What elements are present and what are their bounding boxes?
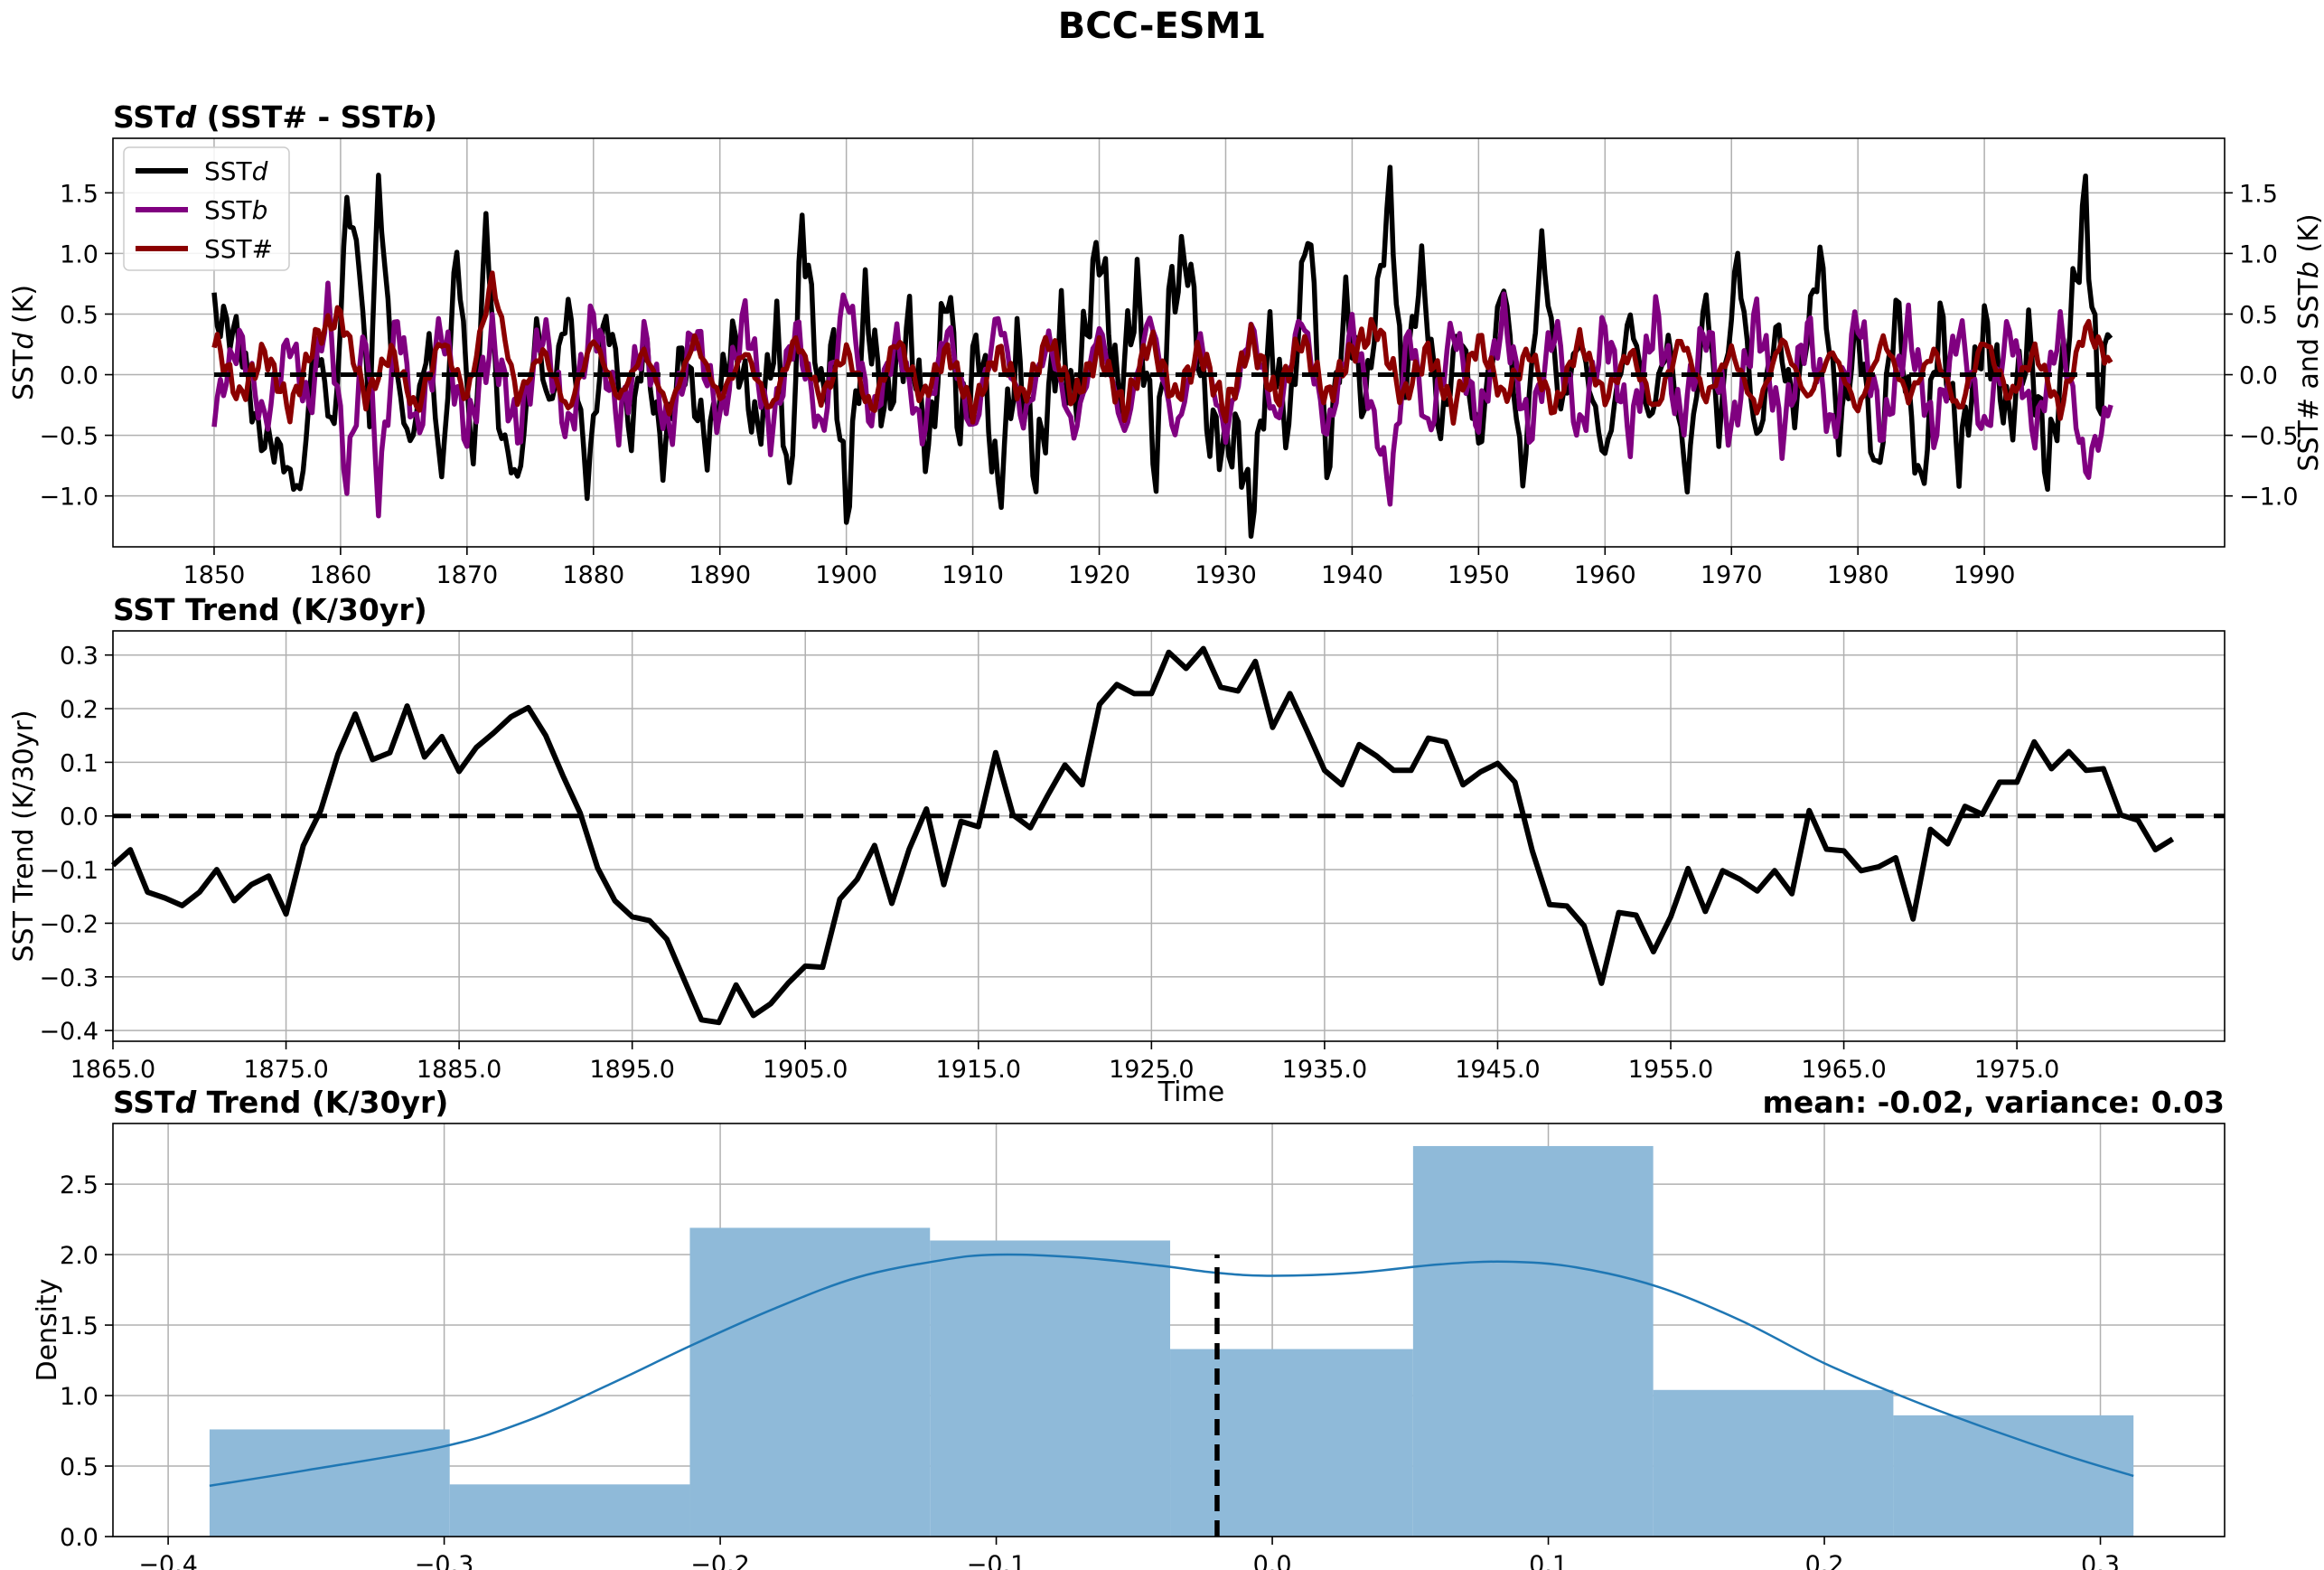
p2-hist-bar-2 bbox=[689, 1227, 931, 1537]
p2-stats-label: mean: -0.02, variance: 0.03 bbox=[1762, 1085, 2225, 1120]
p1-xtick-label-11: 1975.0 bbox=[1974, 1056, 2059, 1084]
p0-ytick-label-5: 1.5 bbox=[60, 180, 98, 208]
p0-xtick-label-12: 1970 bbox=[1701, 561, 1763, 589]
p2-hist-bar-4 bbox=[1170, 1349, 1413, 1537]
p2-xtick-label-0: −0.4 bbox=[138, 1551, 198, 1570]
p0-title: SSTd (SST# - SSTb) bbox=[113, 99, 437, 135]
p1-ytick-label-5: 0.1 bbox=[60, 749, 98, 777]
p0-legend-label-2: SST# bbox=[204, 234, 273, 264]
p2-hist-bar-6 bbox=[1653, 1389, 1894, 1537]
p1-xtick-label-4: 1905.0 bbox=[763, 1056, 848, 1084]
p2-xtick-label-3: −0.1 bbox=[967, 1551, 1026, 1570]
p1-title: SST Trend (K/30yr) bbox=[113, 592, 427, 627]
p1-ytick-label-0: −0.4 bbox=[39, 1018, 98, 1046]
sst-timeseries-panel: 1850 1860 1870 1880 1890 1900 1910 1920 1930 1940… bbox=[8, 99, 2324, 589]
p0-y2tick-label-1: −0.5 bbox=[2239, 423, 2299, 451]
p1-xtick-label-3: 1895.0 bbox=[589, 1056, 674, 1084]
p1-ytick-label-4: 0.0 bbox=[60, 804, 98, 832]
p0-xtick-label-4: 1890 bbox=[689, 561, 751, 589]
p1-xtick-label-1: 1875.0 bbox=[243, 1056, 328, 1084]
p0-ylabel: SSTd (K) bbox=[8, 285, 40, 400]
p1-axes-frame bbox=[112, 630, 2226, 1042]
p0-series-line-0 bbox=[211, 165, 2113, 540]
p0-xtick-label-5: 1900 bbox=[815, 561, 877, 589]
p2-ytick-label-0: 0.0 bbox=[60, 1524, 98, 1552]
p1-xlabel: Time bbox=[1157, 1076, 1224, 1108]
p2-title: SSTd Trend (K/30yr) bbox=[113, 1085, 448, 1120]
p2-ytick-label-4: 2.0 bbox=[60, 1242, 98, 1270]
p0-ytick-label-0: −1.0 bbox=[39, 484, 98, 512]
p2-xtick-label-1: −0.3 bbox=[415, 1551, 474, 1570]
figure-title: BCC-ESM1 bbox=[1058, 5, 1267, 47]
p0-y2tick-label-3: 0.5 bbox=[2239, 301, 2278, 329]
p2-xtick-label-2: −0.2 bbox=[690, 1551, 750, 1570]
p2-ylabel: Density bbox=[32, 1278, 63, 1381]
sst-trend-panel: 1865.0 1875.0 1885.0 1895.0 1905.0 1915.0 1925… bbox=[8, 592, 2226, 1108]
p1-ylabel: SST Trend (K/30yr) bbox=[8, 710, 40, 962]
p2-hist-bar-0 bbox=[209, 1429, 450, 1537]
p0-xtick-label-2: 1870 bbox=[436, 561, 498, 589]
p2-xtick-label-6: 0.2 bbox=[1805, 1551, 1844, 1570]
p2-hist-bar-3 bbox=[930, 1240, 1171, 1537]
p1-ytick-label-3: −0.1 bbox=[39, 857, 98, 885]
trend-histogram-panel: −0.4 −0.3 −0.2 −0.1 0.0 0.1 0.2 0.3 0.0 0.5 1.0 1.5… bbox=[32, 1085, 2226, 1570]
p2-hist-bar-7 bbox=[1893, 1415, 2134, 1537]
p1-ytick-label-7: 0.3 bbox=[60, 643, 98, 671]
p1-xtick-label-2: 1885.0 bbox=[417, 1056, 501, 1084]
p1-xtick-label-10: 1965.0 bbox=[1801, 1056, 1886, 1084]
p0-xtick-label-9: 1940 bbox=[1321, 561, 1383, 589]
p0-xtick-label-11: 1960 bbox=[1574, 561, 1636, 589]
p0-xtick-label-13: 1980 bbox=[1827, 561, 1889, 589]
p0-axes-frame bbox=[112, 137, 2226, 548]
p2-hist-bar-5 bbox=[1412, 1145, 1654, 1537]
p2-xtick-label-7: 0.3 bbox=[2081, 1551, 2120, 1570]
p1-ytick-label-6: 0.2 bbox=[60, 696, 98, 724]
p1-ytick-label-2: −0.2 bbox=[39, 910, 98, 938]
p1-ytick-label-1: −0.3 bbox=[39, 964, 98, 992]
p0-xtick-label-1: 1860 bbox=[310, 561, 372, 589]
p0-legend-box bbox=[123, 146, 290, 271]
p0-y2tick-label-5: 1.5 bbox=[2239, 180, 2278, 208]
p1-series-line-0 bbox=[110, 645, 2175, 1026]
p2-xtick-label-4: 0.0 bbox=[1253, 1551, 1292, 1570]
p0-y2tick-label-4: 1.0 bbox=[2239, 240, 2278, 268]
p0-legend-label-1: SSTb bbox=[204, 195, 267, 225]
p0-ytick-label-2: 0.0 bbox=[60, 362, 98, 390]
p2-axes-frame bbox=[112, 1123, 2226, 1537]
p0-xtick-label-3: 1880 bbox=[562, 561, 624, 589]
p1-xtick-label-5: 1915.0 bbox=[936, 1056, 1021, 1084]
p0-y2tick-label-2: 0.0 bbox=[2239, 362, 2278, 390]
p1-xtick-label-8: 1945.0 bbox=[1455, 1056, 1540, 1084]
p1-xtick-label-0: 1865.0 bbox=[70, 1056, 155, 1084]
p0-series-line-1 bbox=[211, 280, 2113, 519]
p2-xtick-label-5: 0.1 bbox=[1529, 1551, 1568, 1570]
p2-ytick-label-1: 0.5 bbox=[60, 1453, 98, 1481]
p0-ytick-label-1: −0.5 bbox=[39, 423, 98, 451]
p0-y2label: SST# and SSTb (K) bbox=[2293, 213, 2324, 471]
p2-kde-curve bbox=[209, 1253, 2134, 1488]
p0-series-line-2 bbox=[211, 270, 2113, 426]
p2-ytick-label-3: 1.5 bbox=[60, 1312, 98, 1340]
p0-ytick-label-4: 1.0 bbox=[60, 240, 98, 268]
p2-ytick-label-2: 1.0 bbox=[60, 1383, 98, 1411]
p0-legend: SSTd SSTb SST# bbox=[123, 146, 290, 271]
p0-xtick-label-8: 1930 bbox=[1195, 561, 1257, 589]
p0-legend-label-0: SSTd bbox=[204, 156, 268, 186]
p0-xtick-label-10: 1950 bbox=[1448, 561, 1510, 589]
p0-ytick-label-3: 0.5 bbox=[60, 301, 98, 329]
p0-xtick-label-6: 1910 bbox=[942, 561, 1004, 589]
p1-xtick-label-7: 1935.0 bbox=[1282, 1056, 1367, 1084]
p2-ytick-label-5: 2.5 bbox=[60, 1171, 98, 1199]
p0-y2tick-label-0: −1.0 bbox=[2239, 484, 2299, 512]
p0-xtick-label-0: 1850 bbox=[183, 561, 246, 589]
p0-xtick-label-7: 1920 bbox=[1068, 561, 1130, 589]
p1-xtick-label-9: 1955.0 bbox=[1628, 1056, 1713, 1084]
p2-hist-bar-1 bbox=[449, 1484, 690, 1537]
p0-xtick-label-14: 1990 bbox=[1954, 561, 2016, 589]
p1-xtick-label-6: 1925.0 bbox=[1109, 1056, 1194, 1084]
